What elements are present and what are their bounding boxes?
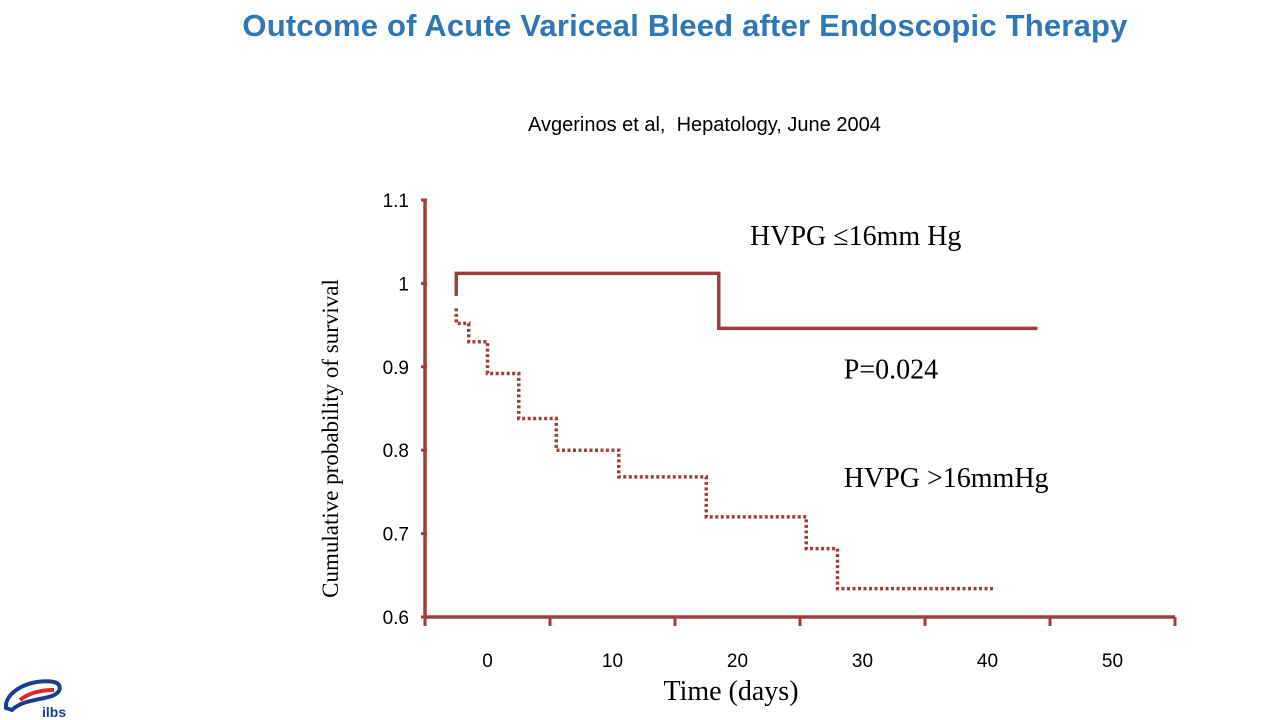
x-tick-label: 20 — [727, 651, 748, 672]
y-tick-label: 0.7 — [383, 525, 409, 546]
y-tick-label: 0.6 — [383, 608, 409, 629]
x-tick-label: 50 — [1102, 651, 1123, 672]
x-axis-title: Time (days) — [663, 676, 798, 707]
series-line-2 — [454, 308, 994, 591]
x-tick-label: 0 — [482, 651, 493, 672]
series-line-1 — [454, 271, 1038, 331]
logo-text: ilbs — [42, 704, 67, 720]
x-tick-label: 10 — [602, 651, 623, 672]
y-tick-label: 0.9 — [383, 358, 409, 379]
ilbs-logo-icon — [3, 679, 62, 713]
y-tick-label: 1 — [398, 274, 409, 295]
annotation-1: HVPG ≤16mm Hg — [750, 221, 961, 252]
citation: Avgerinos et al, Hepatology, June 2004 — [528, 114, 881, 136]
x-tick-label: 40 — [977, 651, 998, 672]
slide-title: Outcome of Acute Variceal Bleed after En… — [242, 8, 1128, 43]
y-axis-title: Cumulative probability of survival — [318, 279, 343, 598]
x-tick-label: 30 — [852, 651, 873, 672]
y-tick-label: 0.8 — [383, 441, 409, 462]
y-tick-label: 1.1 — [383, 191, 409, 212]
annotation-2: P=0.024 — [844, 354, 938, 385]
annotation-3: HVPG >16mmHg — [844, 463, 1049, 494]
